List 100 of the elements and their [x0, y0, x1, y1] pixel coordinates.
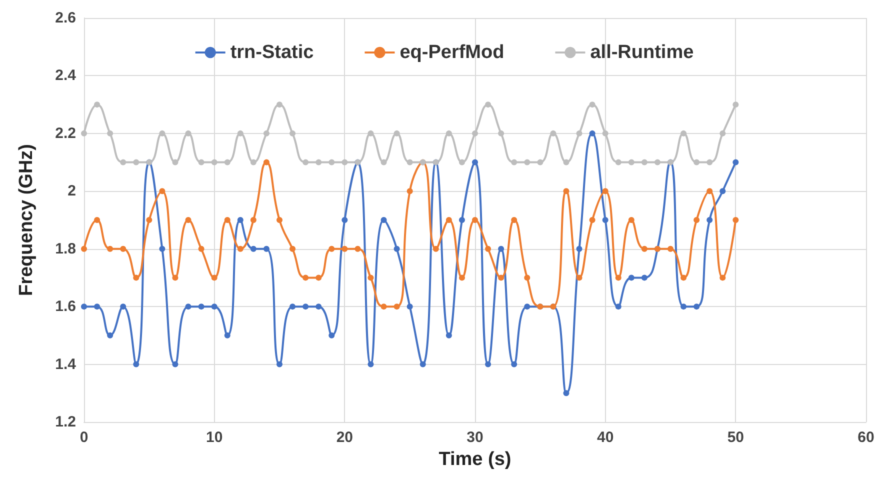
point: [511, 159, 518, 166]
point: [406, 188, 413, 194]
point: [120, 246, 126, 252]
point: [511, 217, 518, 223]
point: [576, 246, 582, 252]
point: [732, 102, 739, 108]
point: [732, 159, 739, 166]
point: [498, 130, 504, 136]
point: [589, 217, 596, 223]
point: [159, 246, 166, 252]
x-tick-label: 60: [858, 429, 874, 446]
point: [211, 304, 218, 310]
point: [185, 304, 192, 310]
point: [446, 217, 452, 223]
point: [302, 274, 309, 281]
point: [720, 274, 726, 281]
y-tick-label: 2.6: [55, 10, 76, 26]
point: [576, 130, 582, 136]
x-tick-label: 50: [727, 429, 744, 446]
point: [342, 246, 348, 252]
point: [524, 304, 530, 310]
point: [368, 361, 374, 368]
point: [276, 361, 282, 368]
point: [159, 188, 166, 194]
x-axis-title: Time (s): [438, 448, 512, 470]
point: [133, 361, 140, 368]
point: [472, 217, 478, 223]
point: [198, 246, 204, 252]
point: [706, 217, 713, 223]
point: [458, 159, 465, 166]
legend-label: eq-PerfMod: [400, 42, 504, 63]
point: [641, 274, 648, 281]
point: [94, 217, 100, 223]
point: [563, 390, 570, 396]
point: [302, 159, 309, 166]
point: [694, 217, 700, 223]
point: [94, 304, 100, 310]
point: [680, 274, 687, 281]
point: [172, 361, 178, 368]
point: [224, 159, 230, 166]
point: [720, 130, 726, 136]
point: [602, 188, 608, 194]
point: [615, 159, 622, 166]
point: [276, 217, 282, 223]
point: [316, 159, 322, 166]
point: [550, 130, 556, 136]
point: [694, 159, 700, 166]
point: [706, 159, 713, 166]
y-axis-title: Frequency (GHz): [16, 144, 37, 296]
point: [537, 159, 544, 166]
point: [589, 130, 596, 136]
point: [250, 159, 256, 166]
point: [107, 332, 114, 338]
x-tick-label: 20: [336, 429, 354, 446]
point: [563, 159, 570, 166]
point: [498, 274, 504, 281]
point: [159, 130, 166, 136]
point: [198, 159, 204, 166]
point: [732, 217, 739, 223]
point: [680, 130, 687, 136]
point: [133, 274, 140, 281]
point: [720, 188, 726, 194]
point: [485, 246, 492, 252]
point: [120, 159, 126, 166]
point: [237, 217, 244, 223]
point: [602, 130, 608, 136]
point: [107, 246, 114, 252]
point: [394, 130, 400, 136]
point: [342, 217, 348, 223]
point: [458, 217, 465, 223]
point: [432, 246, 439, 252]
point: [237, 246, 244, 252]
legend-label: trn-Static: [230, 42, 314, 63]
point: [250, 246, 256, 252]
point: [380, 217, 387, 223]
point: [446, 130, 452, 136]
point: [485, 102, 492, 108]
point: [276, 102, 282, 108]
y-tick-label: 2.2: [55, 124, 76, 142]
point: [107, 130, 114, 136]
point: [706, 188, 713, 194]
point: [81, 304, 87, 310]
point: [472, 159, 478, 166]
point: [328, 332, 335, 338]
point: [172, 159, 178, 166]
point: [146, 217, 152, 223]
point: [290, 304, 296, 310]
point: [185, 130, 192, 136]
point: [81, 246, 87, 252]
point: [172, 274, 178, 281]
point: [380, 304, 387, 310]
point: [680, 304, 687, 310]
point: [694, 304, 700, 310]
point: [290, 246, 296, 252]
y-tick-label: 2: [68, 182, 76, 200]
point: [641, 246, 648, 252]
point: [628, 217, 634, 223]
point: [185, 217, 192, 223]
point: [524, 274, 530, 281]
point: [224, 217, 230, 223]
